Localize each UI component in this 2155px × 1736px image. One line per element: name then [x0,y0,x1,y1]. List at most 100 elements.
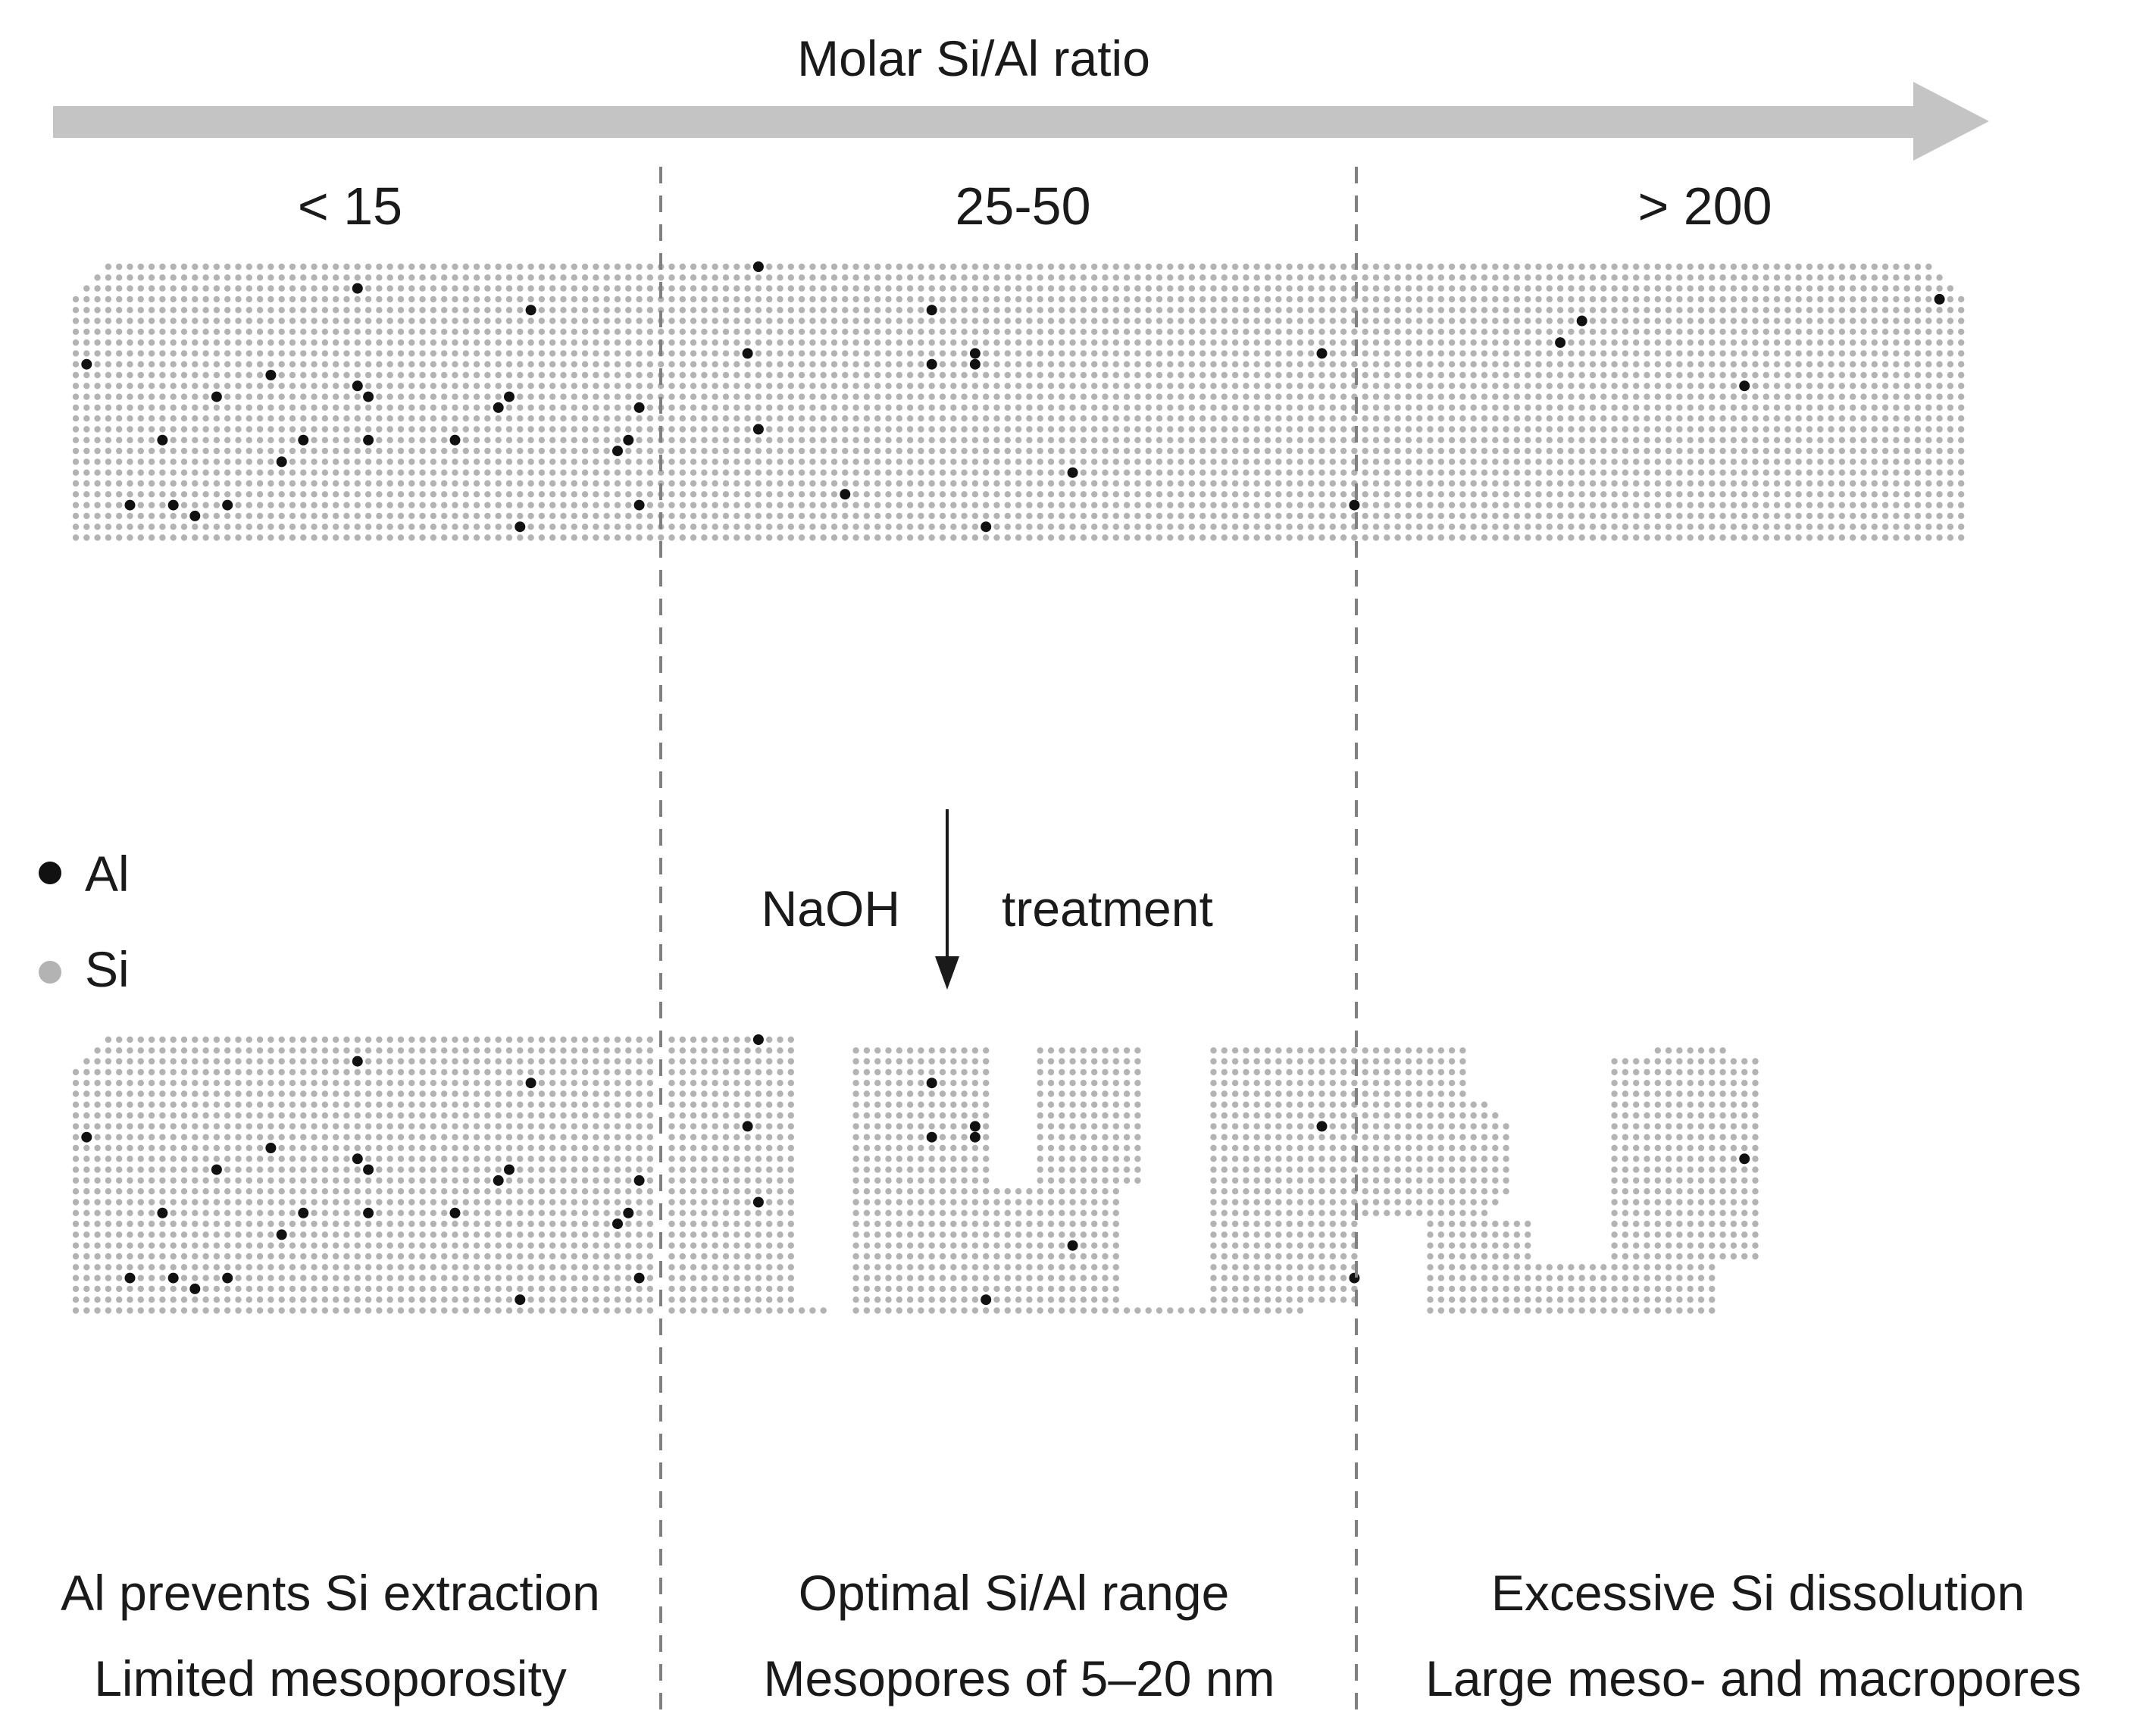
parent-si-atom [1416,436,1423,443]
parent-si-atom [462,285,469,292]
parent-si-atom [852,524,859,530]
parent-si-atom [1795,339,1802,346]
parent-si-atom [430,296,437,303]
parent-si-atom [1427,469,1434,476]
parent-si-atom [441,263,448,271]
treated-si-atom [267,1080,274,1087]
parent-si-atom [1546,383,1553,389]
parent-si-atom [852,404,859,411]
parent-si-atom [787,361,795,368]
parent-si-atom [1199,285,1206,292]
parent-si-atom [517,426,524,433]
treated-si-atom [311,1068,317,1076]
parent-si-atom [127,263,133,271]
parent-si-atom [1481,383,1488,389]
parent-si-atom [809,415,816,422]
parent-si-atom [1665,371,1672,379]
parent-si-atom [311,469,317,476]
parent-si-atom [1318,447,1325,455]
parent-si-atom [1936,502,1943,508]
parent-si-atom [1427,524,1434,530]
parent-si-atom [1286,426,1293,433]
parent-si-atom [603,480,610,487]
parent-si-atom [1665,296,1672,303]
parent-si-atom [939,415,946,422]
treated-si-atom [1243,1047,1250,1054]
parent-si-atom [1881,502,1889,508]
parent-si-atom [863,393,871,400]
parent-si-atom [159,534,166,541]
treated-si-atom [1633,1068,1640,1076]
parent-si-atom [1925,524,1932,530]
parent-si-atom [1384,263,1390,271]
parent-si-atom [333,371,339,379]
parent-si-atom [1080,404,1087,411]
parent-si-atom [1589,361,1597,368]
treated-si-atom [1697,1058,1705,1065]
parent-si-atom [593,512,599,520]
parent-al-atom [352,380,363,392]
parent-si-atom [1221,512,1228,520]
parent-si-atom [116,274,123,281]
parent-si-atom [777,371,783,379]
parent-si-atom [842,404,849,411]
parent-si-atom [1654,274,1661,281]
parent-si-atom [733,263,740,271]
parent-si-atom [300,458,307,465]
parent-si-atom [830,317,838,324]
parent-si-atom [1448,415,1456,422]
parent-si-atom [192,426,199,433]
parent-si-atom [1296,350,1304,357]
parent-si-atom [733,436,740,443]
parent-si-atom [658,415,665,422]
treated-si-atom [105,1036,112,1043]
parent-si-atom [1481,274,1488,281]
parent-si-atom [636,307,643,314]
treated-si-atom [441,1047,448,1054]
parent-si-atom [1199,383,1206,389]
parent-si-atom [1525,296,1531,303]
parent-si-atom [246,469,252,476]
parent-si-atom [1102,307,1109,314]
parent-si-atom [906,447,914,455]
parent-si-atom [1546,361,1553,368]
parent-si-atom [1730,371,1737,379]
parent-si-atom [1264,458,1271,465]
treated-si-atom [1059,1047,1065,1054]
parent-si-atom [1286,371,1293,379]
parent-si-atom [83,328,90,335]
parent-si-atom [300,512,307,520]
treated-si-atom [127,1058,133,1065]
parent-si-atom [1525,426,1531,433]
treated-si-atom [430,1047,437,1054]
treated-si-atom [1644,1068,1650,1076]
parent-si-atom [939,458,946,465]
parent-si-atom [918,274,924,281]
parent-si-atom [1221,415,1228,422]
parent-si-atom [1004,350,1012,357]
parent-si-atom [441,307,448,314]
parent-si-atom [1762,447,1769,455]
parent-si-atom [376,469,383,476]
parent-si-atom [722,285,730,292]
parent-si-atom [852,328,859,335]
parent-si-atom [1015,296,1022,303]
parent-si-atom [1903,361,1910,368]
parent-si-atom [1156,339,1163,346]
parent-si-atom [1947,296,1954,303]
parent-si-atom [1318,328,1325,335]
parent-si-atom [690,361,697,368]
treated-si-atom [1253,1047,1260,1054]
parent-si-atom [1903,263,1910,271]
parent-si-atom [1448,361,1456,368]
treated-si-atom [560,1047,567,1054]
parent-si-atom [430,361,437,368]
parent-si-atom [950,480,957,487]
parent-si-atom [1513,480,1521,487]
parent-si-atom [105,404,112,411]
parent-si-atom [1091,371,1098,379]
treated-si-atom [267,1036,274,1043]
parent-si-atom [1762,534,1769,541]
treated-si-atom [1633,1058,1640,1065]
treated-si-atom [1394,1068,1401,1076]
